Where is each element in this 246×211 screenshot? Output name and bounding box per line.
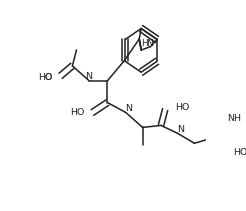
Text: N: N [146, 39, 153, 48]
Text: NH: NH [227, 114, 241, 123]
Text: HO: HO [233, 148, 246, 157]
Text: O: O [45, 73, 52, 82]
Text: HO: HO [38, 73, 52, 82]
Text: N: N [177, 125, 184, 134]
Text: N: N [86, 72, 92, 81]
Text: N: N [125, 104, 132, 113]
Text: HO: HO [70, 108, 84, 117]
Text: HO: HO [175, 103, 190, 112]
Text: H: H [141, 39, 148, 48]
